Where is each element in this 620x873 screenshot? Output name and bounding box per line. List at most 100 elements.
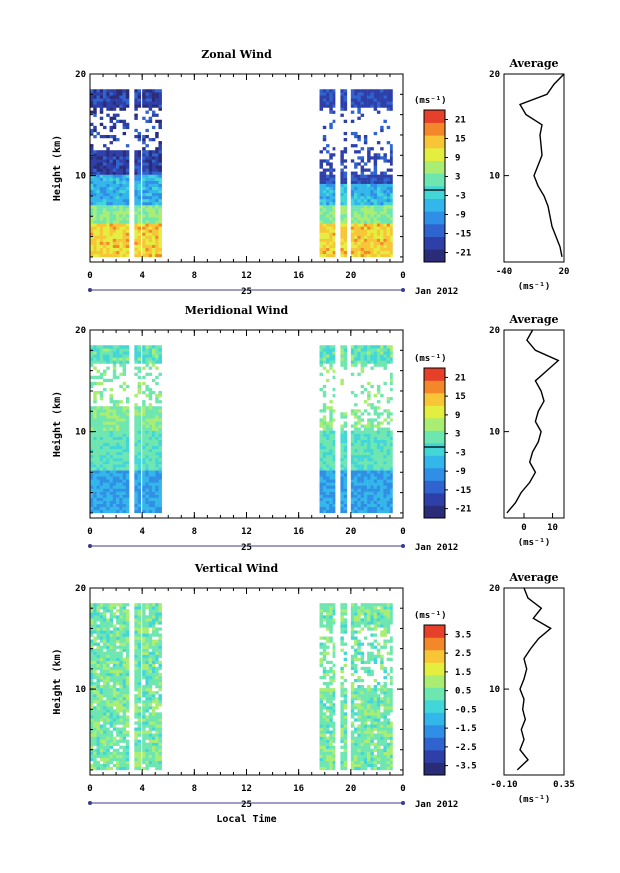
heatmap-cell xyxy=(122,427,127,431)
heatmap-cell xyxy=(96,688,100,692)
heatmap-cell xyxy=(122,348,127,352)
heatmap-cell xyxy=(367,458,371,462)
heatmap-cell xyxy=(360,177,365,181)
heatmap-cell xyxy=(343,733,348,737)
heatmap-cell xyxy=(389,220,393,224)
heatmap-cell xyxy=(322,98,327,102)
heatmap-cell xyxy=(380,235,384,239)
heatmap-cell xyxy=(93,241,97,245)
heatmap-cell xyxy=(103,718,107,722)
heatmap-cell xyxy=(125,92,130,96)
heatmap-cell xyxy=(142,700,146,704)
heatmap-cell xyxy=(380,348,384,352)
average-xtick-label: 0 xyxy=(521,523,526,533)
heatmap-cell xyxy=(367,424,371,428)
heatmap-cell xyxy=(137,724,142,728)
heatmap-cell xyxy=(319,503,323,508)
heatmap-cell xyxy=(367,500,371,504)
heatmap-cell xyxy=(116,177,120,181)
heatmap-cell xyxy=(367,180,371,184)
heatmap-cell xyxy=(125,491,130,495)
heatmap-cell xyxy=(329,494,333,498)
heatmap-cell xyxy=(119,171,123,175)
heatmap-cell xyxy=(380,433,384,437)
heatmap-cell xyxy=(142,703,146,707)
heatmap-cell xyxy=(96,186,100,191)
heatmap-cell xyxy=(122,433,127,437)
heatmap-cell xyxy=(322,433,327,437)
heatmap-cell xyxy=(125,618,130,622)
heatmap-cell xyxy=(103,739,107,743)
heatmap-cell xyxy=(137,92,142,96)
heatmap-cell xyxy=(93,183,97,187)
heatmap-cell xyxy=(148,718,153,722)
heatmap-cell xyxy=(373,168,378,172)
heatmap-cell xyxy=(109,205,114,209)
heatmap-cell xyxy=(122,721,127,725)
heatmap-cell xyxy=(322,430,327,434)
heatmap-cell xyxy=(106,360,110,364)
heatmap-cell xyxy=(90,697,94,701)
heatmap-cell xyxy=(134,445,138,450)
heatmap-cell xyxy=(93,482,97,486)
heatmap-cell xyxy=(109,387,114,392)
heatmap-cell xyxy=(383,205,387,209)
heatmap-cell xyxy=(370,247,374,252)
heatmap-cell xyxy=(367,250,371,255)
heatmap-cell xyxy=(322,250,327,255)
heatmap-cell xyxy=(134,603,138,607)
heatmap-cell xyxy=(96,618,100,622)
heatmap-cell xyxy=(386,415,391,419)
heatmap-cell xyxy=(112,464,117,468)
heatmap-cell xyxy=(380,445,384,450)
heatmap-cell xyxy=(148,678,153,683)
heatmap-cell xyxy=(96,730,100,734)
heatmap-cell xyxy=(373,412,378,416)
heatmap-cell xyxy=(386,104,391,108)
heatmap-cell xyxy=(326,621,330,625)
heatmap-cell xyxy=(389,354,393,358)
heatmap-cell xyxy=(142,247,146,252)
heatmap-cell xyxy=(322,205,327,209)
heatmap-cell xyxy=(326,742,330,746)
heatmap-cell xyxy=(145,98,149,102)
heatmap-cell xyxy=(137,476,142,480)
heatmap-cell xyxy=(376,195,381,200)
heatmap-cell xyxy=(326,615,330,619)
heatmap-cell xyxy=(326,98,330,102)
heatmap-cell xyxy=(109,479,114,483)
heatmap-cell xyxy=(125,627,130,631)
heatmap-cell xyxy=(319,745,323,749)
heatmap-cell xyxy=(386,180,391,184)
heatmap-cell xyxy=(151,454,156,459)
heatmap-cell xyxy=(158,211,162,215)
heatmap-cell xyxy=(354,409,358,413)
heatmap-cell xyxy=(96,241,100,245)
heatmap-cell xyxy=(134,223,138,227)
heatmap-cell xyxy=(99,433,104,437)
heatmap-cell xyxy=(90,360,94,364)
heatmap-cell xyxy=(332,675,336,680)
heatmap-cell xyxy=(116,657,120,661)
heatmap-cell xyxy=(380,104,384,108)
heatmap-cell xyxy=(151,165,156,169)
heatmap-cell xyxy=(350,174,355,178)
heatmap-cell xyxy=(389,232,393,236)
heatmap-cell xyxy=(151,482,156,486)
heatmap-cell xyxy=(322,609,327,613)
heatmap-cell xyxy=(99,217,104,221)
heatmap-cell xyxy=(319,241,323,245)
heatmap-cell xyxy=(90,669,94,674)
heatmap-cell xyxy=(383,189,387,194)
heatmap-cell xyxy=(376,354,381,358)
heatmap-cell xyxy=(322,461,327,465)
heatmap-cell xyxy=(151,177,156,181)
heatmap-cell xyxy=(332,651,336,655)
heatmap-cell xyxy=(340,621,344,625)
heatmap-cell xyxy=(96,238,100,242)
heatmap-cell xyxy=(96,180,100,184)
heatmap-cell xyxy=(93,208,97,212)
heatmap-cell xyxy=(103,226,107,230)
heatmap-cell xyxy=(155,609,159,613)
heatmap-cell xyxy=(142,621,146,625)
